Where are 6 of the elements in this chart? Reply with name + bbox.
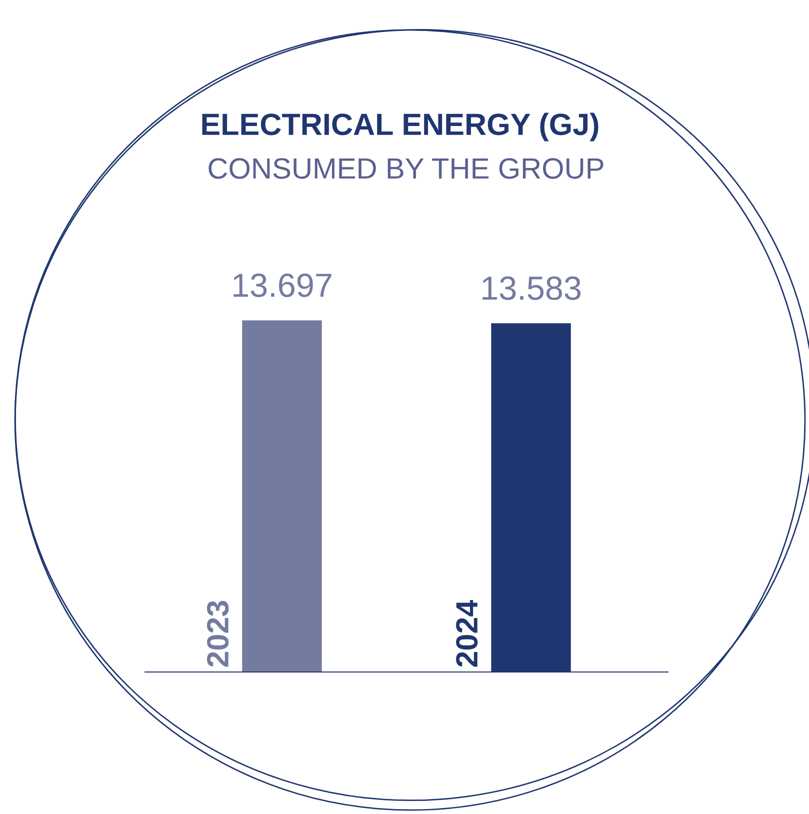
chart-subtitle: CONSUMED BY THE GROUP: [208, 158, 604, 179]
chart-title: ELECTRICAL ENERGY (GJ): [202, 112, 598, 142]
data-label: 13.583: [482, 276, 581, 300]
x-tick-label: 2023: [206, 600, 229, 667]
x-tick-label: 2024: [456, 600, 478, 667]
data-label: 13.697: [234, 273, 332, 298]
